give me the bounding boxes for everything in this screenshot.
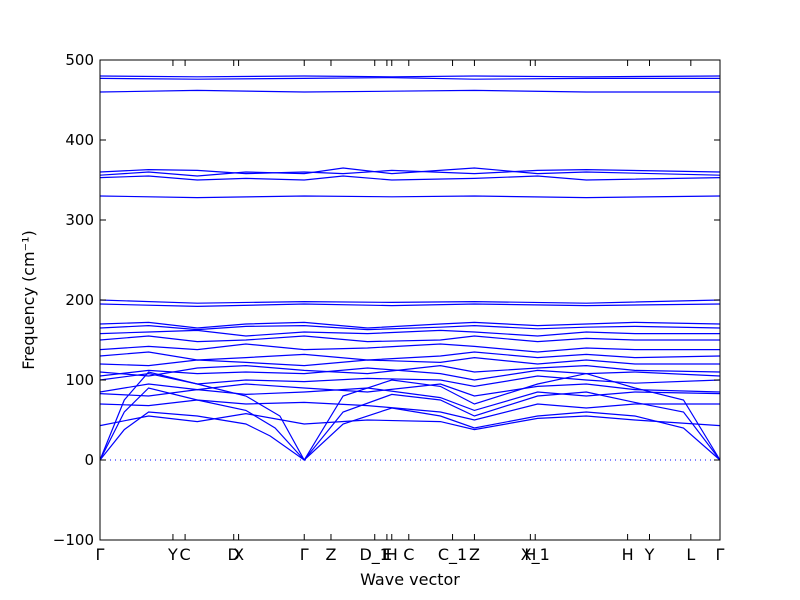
band-series-1 [99, 407, 721, 461]
xtick-label: H [386, 545, 398, 564]
xtick-label: X [233, 545, 244, 564]
band-series-8 [99, 372, 721, 388]
ytick-label: 300 [65, 211, 94, 229]
xtick-label: E [382, 545, 392, 564]
ytick-label: 200 [65, 291, 94, 309]
y-axis-ticks: −100 0 100 200 300 400 500 [53, 51, 720, 549]
band-series-7 [99, 383, 721, 397]
band-series-14 [99, 335, 720, 343]
xtick-label: Γ [300, 545, 309, 564]
band-series-4 [99, 412, 721, 431]
xtick-label: Γ [716, 545, 725, 564]
ytick-label: 400 [65, 131, 94, 149]
band-series-10 [99, 364, 721, 377]
xtick-label: Γ [96, 545, 105, 564]
band-series-13 [99, 343, 720, 353]
band-series-23 [99, 168, 721, 175]
band-series-11 [99, 356, 720, 367]
band-series-15 [99, 329, 720, 337]
xtick-label: L [686, 545, 695, 564]
xtick-label: X_1 [521, 545, 550, 565]
band-series-18 [99, 303, 721, 308]
band-series-12 [99, 351, 721, 361]
band-series-24 [99, 89, 720, 93]
y-axis-label: Frequency (cm⁻¹) [19, 230, 38, 369]
x-axis-ticks: Γ Y C DX Γ Z D_1EH C C_1 Z HX_1 H Y L Γ [96, 60, 725, 565]
xtick-label: C [180, 545, 191, 564]
band-series-22 [99, 167, 721, 177]
xtick-label: D [228, 545, 240, 564]
x-axis-label: Wave vector [360, 570, 460, 589]
band-series-26 [99, 75, 721, 78]
band-series-5 [99, 399, 720, 421]
xtick-label: Y [167, 545, 178, 564]
band-series-19 [99, 299, 721, 304]
xtick-label: D_1 [359, 545, 390, 565]
xtick-label: Z [325, 545, 336, 564]
band-series-21 [99, 175, 721, 181]
band-series-17 [99, 321, 721, 329]
xtick-label: H [622, 545, 634, 564]
ytick-label: 0 [84, 451, 94, 469]
xtick-label: C [403, 545, 414, 564]
ytick-label: −100 [53, 531, 94, 549]
xtick-label: Z [469, 545, 480, 564]
band-series-2 [99, 387, 721, 461]
band-series-20 [99, 195, 721, 199]
band-series-6 [99, 387, 721, 412]
band-series-group [99, 75, 721, 462]
ytick-label: 500 [65, 51, 94, 69]
xtick-label: Y [644, 545, 655, 564]
xtick-label: C_1 [438, 545, 467, 565]
band-series-9 [99, 367, 721, 381]
ytick-label: 100 [65, 371, 94, 389]
xtick-label: H [524, 545, 536, 564]
band-series-25 [99, 76, 720, 80]
band-series-16 [99, 324, 721, 331]
